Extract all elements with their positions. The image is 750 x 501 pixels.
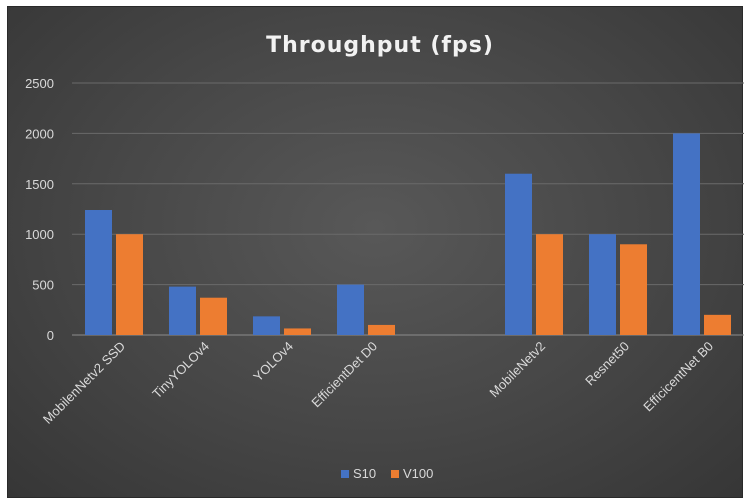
x-tick-label: EfficientDet D0: [308, 339, 380, 411]
bar-v100: [116, 234, 143, 335]
bar-v100: [620, 244, 647, 335]
bar-s10: [589, 234, 616, 335]
legend-item-s10: S10: [341, 466, 376, 481]
x-tick-label: EfficicentNet B0: [640, 339, 716, 415]
x-tick-label: MobilenNetv2 SSD: [40, 339, 128, 427]
legend-label: S10: [353, 466, 376, 481]
bar-v100: [368, 324, 395, 335]
bar-s10: [169, 286, 196, 335]
bars: [85, 133, 731, 335]
legend-label: V100: [403, 466, 433, 481]
legend-swatch: [391, 470, 399, 478]
x-tick-label: YOLOv4: [250, 339, 296, 385]
y-tick-label: 0: [47, 328, 54, 343]
y-tick-label: 500: [32, 278, 54, 293]
bar-v100: [284, 328, 311, 335]
bar-s10: [337, 284, 364, 335]
x-tick-label: MobileNetv2: [486, 339, 548, 401]
bar-s10: [85, 210, 112, 335]
y-tick-label: 2500: [25, 76, 54, 91]
bar-v100: [704, 314, 731, 335]
y-axis-ticks: 0 500 1000 1500 2000 2500: [25, 76, 54, 343]
x-tick-label: Resnet50: [582, 339, 632, 389]
chart-title: Throughput (fps): [266, 33, 494, 58]
bar-v100: [536, 234, 563, 335]
bar-s10: [253, 316, 280, 335]
bar-s10: [505, 173, 532, 335]
legend: S10 V100: [341, 466, 433, 481]
bar-v100: [200, 297, 227, 335]
y-tick-label: 2000: [25, 126, 54, 141]
legend-item-v100: V100: [391, 466, 433, 481]
x-tick-label: TinyYOLOv4: [149, 339, 212, 402]
bar-s10: [673, 133, 700, 335]
legend-swatch: [341, 470, 349, 478]
y-tick-label: 1500: [25, 177, 54, 192]
x-axis-ticks: MobilenNetv2 SSD TinyYOLOv4 YOLOv4 Efficien…: [40, 339, 716, 427]
y-tick-label: 1000: [25, 227, 54, 242]
